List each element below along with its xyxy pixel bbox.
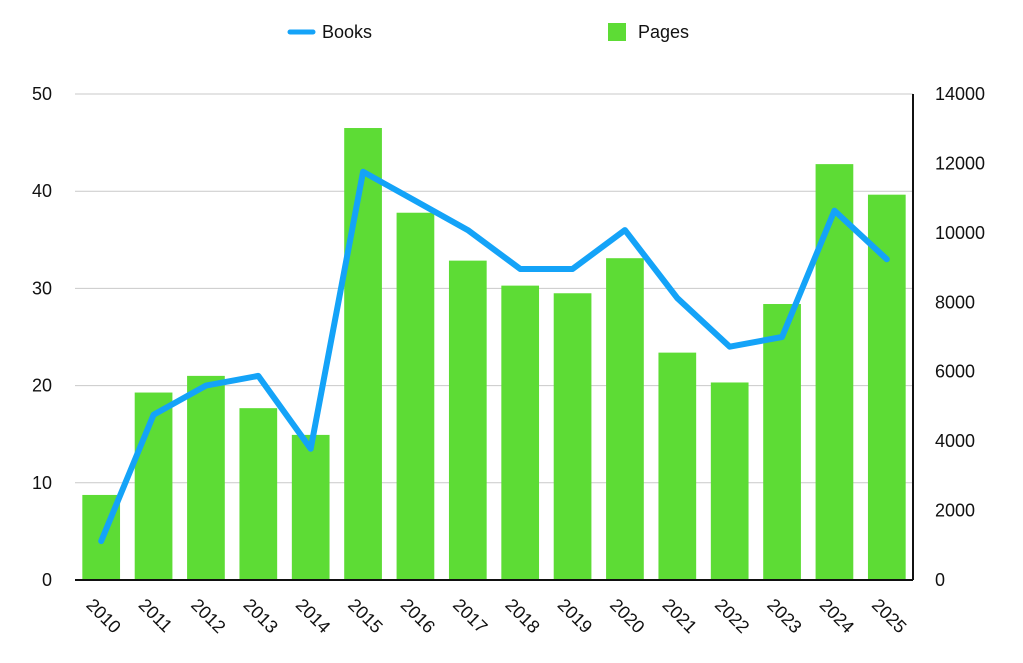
x-tick-label: 2023 — [763, 595, 805, 637]
right-y-tick-label: 10000 — [935, 223, 985, 243]
bar-pages-2015 — [344, 128, 382, 580]
x-tick-label: 2015 — [344, 595, 386, 637]
x-tick-label: 2022 — [711, 595, 753, 637]
bar-pages-2014 — [291, 434, 330, 580]
line-series-books — [98, 168, 890, 545]
x-tick-label: 2013 — [239, 595, 281, 637]
x-tick-label: 2010 — [82, 595, 124, 637]
bar-pages-2012 — [187, 375, 225, 580]
legend-square-marker — [608, 23, 626, 41]
bar-pages-2019 — [553, 293, 592, 580]
x-tick-label: 2019 — [554, 595, 596, 637]
bar-pages-2021 — [658, 352, 697, 580]
legend-label-books: Books — [322, 22, 372, 42]
right-y-tick-label: 4000 — [935, 431, 975, 451]
books-line — [98, 168, 890, 545]
bar-pages-2013 — [239, 408, 278, 580]
bar-pages-2020 — [606, 258, 644, 580]
bar-pages-2023 — [763, 304, 801, 580]
bar-pages-2018 — [501, 285, 540, 580]
right-y-tick-label: 2000 — [935, 501, 975, 521]
left-axis-tick-labels: 0 10 20 30 40 50 — [32, 84, 52, 590]
right-axis-tick-labels: 0 2000 4000 6000 8000 10000 12000 14000 — [935, 84, 985, 590]
bar-series-pages — [82, 128, 906, 581]
left-y-tick-label: 10 — [32, 473, 52, 493]
right-y-tick-label: 8000 — [935, 292, 975, 312]
bar-pages-2022 — [710, 382, 749, 580]
left-y-tick-label: 50 — [32, 84, 52, 104]
left-y-tick-label: 30 — [32, 278, 52, 298]
legend: Books Pages — [287, 22, 689, 42]
x-tick-label: 2020 — [606, 595, 648, 637]
x-tick-label: 2011 — [135, 595, 177, 637]
x-tick-label: 2017 — [449, 595, 491, 637]
x-tick-label: 2018 — [501, 595, 543, 637]
x-tick-label: 2016 — [397, 595, 439, 637]
bar-pages-2016 — [396, 212, 435, 581]
left-y-tick-label: 0 — [42, 570, 52, 590]
legend-item-books[interactable]: Books — [287, 22, 372, 42]
x-tick-label: 2024 — [816, 595, 858, 637]
right-y-tick-label: 6000 — [935, 362, 975, 382]
bar-pages-2011 — [134, 392, 173, 580]
right-y-tick-label: 14000 — [935, 84, 985, 104]
left-y-tick-label: 40 — [32, 181, 52, 201]
bar-pages-2017 — [448, 260, 487, 580]
x-tick-label: 2014 — [292, 595, 334, 637]
x-tick-label: 2021 — [658, 595, 700, 637]
right-y-tick-label: 12000 — [935, 153, 985, 173]
axes — [75, 94, 914, 581]
legend-label-pages: Pages — [638, 22, 689, 42]
bar-pages-2025 — [867, 194, 906, 580]
legend-item-pages[interactable]: Pages — [608, 22, 689, 42]
x-tick-label: 2025 — [868, 595, 910, 637]
x-tick-label: 2012 — [187, 595, 229, 637]
x-axis-tick-labels: 2010 2011 2012 2013 2014 2015 2016 2017 2018 2019… — [82, 595, 910, 637]
right-y-tick-label: 0 — [935, 570, 945, 590]
left-y-tick-label: 20 — [32, 376, 52, 396]
